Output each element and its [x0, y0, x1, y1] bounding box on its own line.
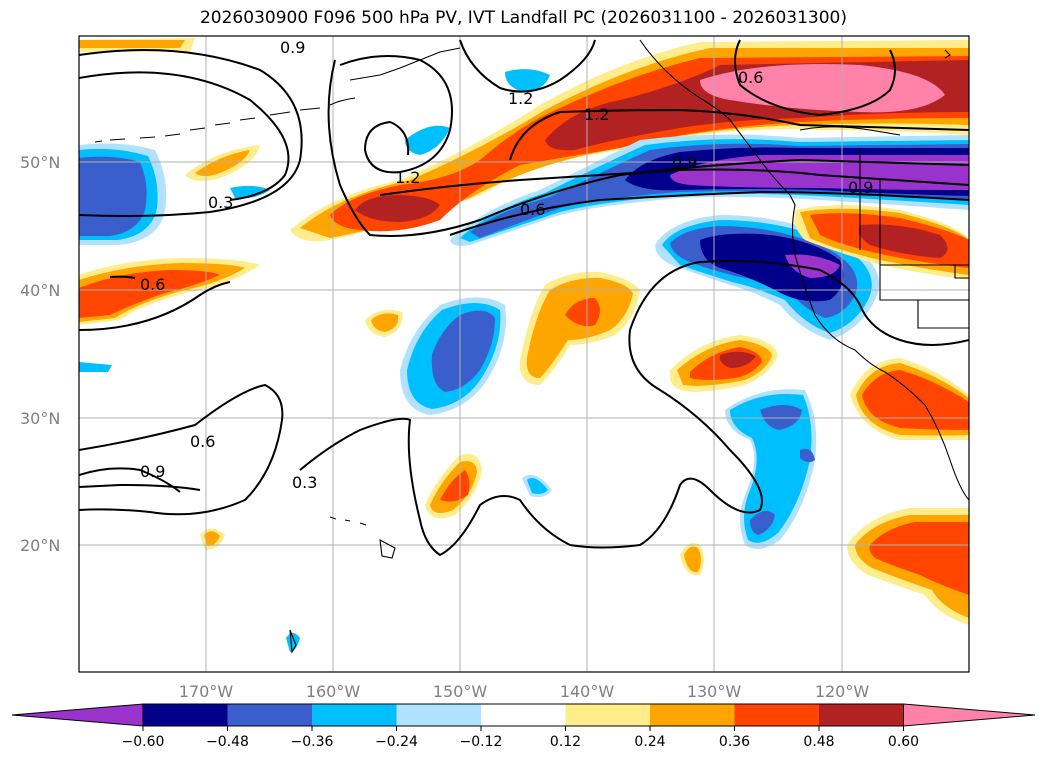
colorbar-segment [312, 704, 397, 726]
contour-label: 0.6 [140, 275, 165, 294]
map-gridlines [79, 36, 969, 672]
colorbar-tick-label: 0.24 [634, 734, 665, 750]
contour-labels: 0.9 1.2 1.2 1.2 0.3 0.6 0.6 0.9 0.6 0.9 … [140, 38, 873, 492]
positive-peak [700, 64, 945, 113]
lat-label-20: 20°N [20, 536, 60, 555]
colorbar-tick-label: −0.60 [122, 734, 165, 750]
map-frame [78, 35, 970, 673]
contour-label: 0.3 [292, 473, 317, 492]
lat-label-40: 40°N [20, 281, 60, 300]
colorbar-segment [650, 704, 735, 726]
contour-label: 0.6 [520, 200, 545, 219]
contour-label: 0.6 [190, 432, 215, 451]
colorbar-tick-label: 0.48 [803, 734, 834, 750]
lon-label-160w: 160°W [306, 682, 361, 701]
shaded-field [79, 38, 969, 652]
contour-label: 0.3 [208, 193, 233, 212]
pv-contours [79, 39, 969, 557]
colorbar-tick-label: −0.36 [291, 734, 334, 750]
contour-label: 1.2 [395, 168, 420, 187]
colorbar-segment [396, 704, 481, 726]
contour-label: 0.9 [140, 462, 165, 481]
colorbar-tick-label: 0.12 [550, 734, 581, 750]
colorbar: −0.60 −0.48 −0.36 −0.24 −0.12 0.12 0.24 0.36 0.4… [11, 703, 1036, 750]
colorbar-segment [481, 704, 566, 726]
contour-label: 1.2 [508, 89, 533, 108]
lon-label-130w: 130°W [687, 682, 742, 701]
colorbar-tick-label: −0.24 [375, 734, 418, 750]
map-title: 2026030900 F096 500 hPa PV, IVT Landfall… [199, 8, 847, 28]
colorbar-tick-label: −0.12 [460, 734, 503, 750]
colorbar-tick-label: −0.48 [206, 734, 249, 750]
lon-label-120w: 120°W [815, 682, 870, 701]
colorbar-tick-label: 0.60 [888, 734, 919, 750]
colorbar-extend-high [903, 703, 1036, 727]
latitude-labels: 50°N 40°N 30°N 20°N [20, 153, 60, 555]
colorbar-segment [734, 704, 819, 726]
lon-label-170w: 170°W [179, 682, 234, 701]
lon-label-150w: 150°W [433, 682, 488, 701]
colorbar-extend-low [11, 703, 144, 727]
lat-label-50: 50°N [20, 153, 60, 172]
colorbar-tick-label: 0.36 [719, 734, 750, 750]
colorbar-segment [227, 704, 312, 726]
contour-label: 1.2 [584, 105, 609, 124]
colorbar-segment [143, 704, 228, 726]
colorbar-segment [565, 704, 650, 726]
contour-label: 0.9 [848, 178, 873, 197]
colorbar-segment [819, 704, 904, 726]
contour-label: 0.6 [738, 68, 763, 87]
coastlines [94, 39, 969, 654]
lat-label-30: 30°N [20, 409, 60, 428]
longitude-labels: 170°W 160°W 150°W 140°W 130°W 120°W [179, 682, 870, 701]
colorbar-outline [142, 703, 904, 727]
contour-label: 0.9 [672, 153, 697, 172]
contour-label: 0.9 [280, 38, 305, 57]
lon-label-140w: 140°W [560, 682, 615, 701]
